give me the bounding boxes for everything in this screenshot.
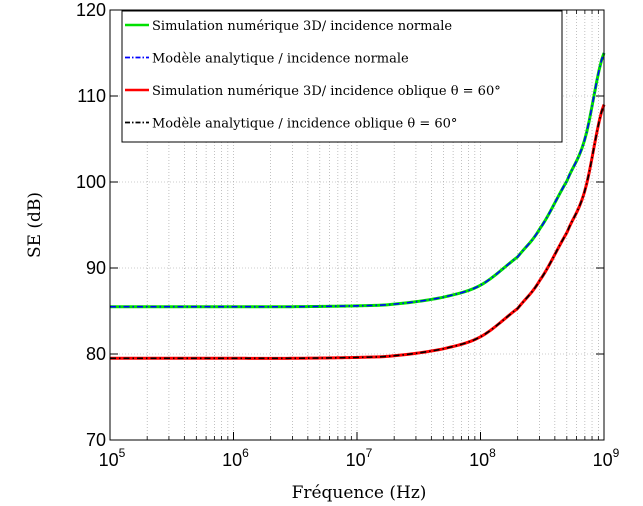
x-tick-label: 106 bbox=[222, 446, 249, 470]
x-tick-label: 107 bbox=[346, 446, 373, 470]
tick-labels: 105 106 107 108 109 70 80 90 100 110 120 bbox=[76, 0, 620, 470]
y-tick-label: 120 bbox=[76, 0, 106, 20]
legend-entry: Simulation numérique 3D/ incidence norma… bbox=[125, 19, 452, 34]
legend-label: Simulation numérique 3D/ incidence obliq… bbox=[152, 84, 501, 99]
y-tick-label: 100 bbox=[76, 172, 106, 192]
y-tick-label: 110 bbox=[77, 86, 106, 106]
x-axis-label: Fréquence (Hz) bbox=[292, 483, 427, 503]
series-layer bbox=[110, 52, 606, 360]
x-tick-label: 105 bbox=[99, 446, 126, 470]
y-axis-label: SE (dB) bbox=[25, 192, 45, 258]
legend-label: Modèle analytique / incidence oblique θ … bbox=[152, 117, 457, 132]
x-tick-label: 109 bbox=[593, 446, 620, 470]
y-tick-label: 70 bbox=[86, 430, 106, 450]
x-tick-label: 108 bbox=[469, 446, 496, 470]
legend-label: Modèle analytique / incidence normale bbox=[152, 52, 409, 67]
legend-entry: Modèle analytique / incidence normale bbox=[125, 52, 409, 67]
legend-label: Simulation numérique 3D/ incidence norma… bbox=[152, 19, 452, 34]
series-line-2 bbox=[110, 52, 605, 308]
legend: Simulation numérique 3D/ incidence norma… bbox=[121, 10, 563, 143]
series-line-4 bbox=[110, 104, 605, 360]
legend-box bbox=[121, 10, 563, 143]
legend-entry: Modèle analytique / incidence oblique θ … bbox=[125, 117, 457, 132]
y-tick-label: 90 bbox=[86, 258, 106, 278]
legend-entry: Simulation numérique 3D/ incidence obliq… bbox=[125, 84, 501, 99]
y-tick-label: 80 bbox=[86, 344, 106, 364]
